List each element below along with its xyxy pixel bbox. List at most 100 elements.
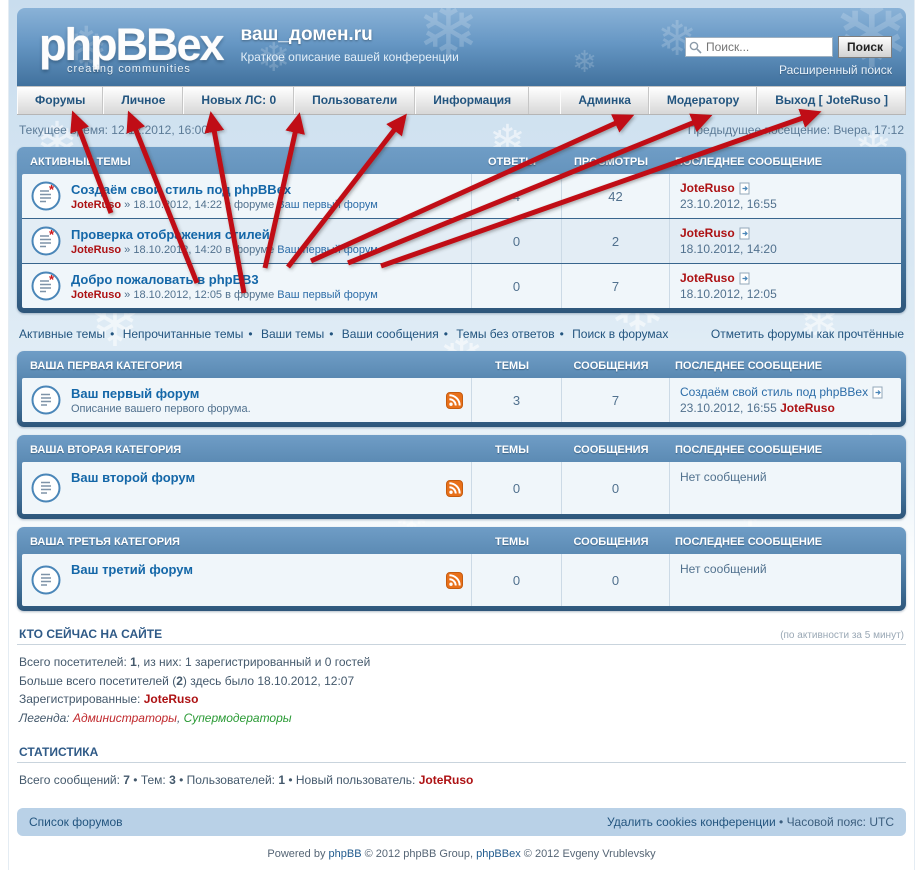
topic-row: * Добро пожаловать в phpBB3 JoteRuso » 1… [22, 263, 901, 308]
lastpost-author-link[interactable]: JoteRuso [680, 226, 735, 240]
topic-title-link[interactable]: Добро пожаловать в phpBB3 [71, 271, 259, 287]
separator: • [775, 814, 787, 829]
col-lastpost: ПОСЛЕДНЕЕ СООБЩЕНИЕ [675, 156, 823, 168]
lastpost-author-link[interactable]: JoteRuso [780, 401, 835, 415]
forum-topics-count: 0 [471, 462, 561, 514]
separator: • [110, 327, 115, 341]
forum-row: Ваш третий форум 0 0 Нет сообщений [22, 554, 901, 606]
col-posts: СООБЩЕНИЯ [573, 360, 649, 372]
col-posts: СООБЩЕНИЯ [573, 536, 649, 548]
separator: • [559, 327, 564, 341]
rss-icon[interactable] [446, 391, 463, 409]
svg-text:*: * [49, 182, 55, 197]
nav-new-pm[interactable]: Новых ЛС: 0 [183, 87, 295, 114]
nav-logout[interactable]: Выход [ JoteRuso ] [757, 87, 906, 114]
quick-links-row: Активные темы • Непрочитанные темы • Ваши … [17, 321, 906, 351]
lastpost-date: 23.10.2012, 16:55 [680, 401, 781, 415]
rss-icon[interactable] [446, 571, 463, 589]
site-title: ваш_домен.ru [240, 24, 373, 45]
logo-tagline: creating communities [67, 63, 191, 75]
forum-name-link[interactable]: Ваш второй форум [71, 470, 196, 485]
last-visit: Предыдущее посещение: Вчера, 17:12 [687, 123, 904, 137]
copyright-line: Powered by phpBB © 2012 phpBB Group, php… [267, 847, 656, 860]
phpbbex-link[interactable]: phpBBex [476, 847, 521, 860]
lastpost-date: 18.10.2012, 12:05 [680, 287, 777, 301]
lastpost-author-link[interactable]: JoteRuso [680, 271, 735, 285]
col-topics: ТЕМЫ [495, 360, 529, 372]
separator: • [248, 327, 253, 341]
col-replies: ОТВЕТЫ [487, 156, 537, 168]
separator: • [329, 327, 334, 341]
nav-members[interactable]: Пользователи [294, 87, 416, 114]
topic-title-link[interactable]: Проверка отображения стилей [71, 226, 270, 242]
online-user-link[interactable]: JoteRuso [143, 692, 199, 707]
search-button[interactable]: Поиск [837, 36, 892, 58]
svg-text:*: * [49, 227, 55, 242]
snowflake-icon: ❄ [572, 46, 598, 79]
board-index-link[interactable]: Список форумов [29, 814, 123, 829]
nav-acp[interactable]: Админка [560, 87, 649, 114]
last-post-icon[interactable] [739, 182, 751, 195]
record-line: Больше всего посетителей (2) здесь было … [19, 673, 355, 688]
legend-admins-link[interactable]: Администраторы [72, 710, 177, 725]
legend-line: Легенда: Администраторы, Супермодераторы [19, 710, 292, 725]
topic-replies: 4 [471, 174, 561, 218]
col-views: ПРОСМОТРЫ [574, 156, 648, 168]
topic-forum-link[interactable]: Ваш первый форум [277, 288, 378, 301]
col-topics: ТЕМЫ [495, 536, 529, 548]
topic-title-link[interactable]: Создаём свой стиль под phpBBex [71, 181, 292, 197]
forum-icon [30, 384, 62, 416]
link-your-posts[interactable]: Ваши сообщения [341, 327, 439, 341]
topic-replies: 0 [471, 219, 561, 263]
link-unread-topics[interactable]: Непрочитанные темы [122, 327, 244, 341]
nav-forums[interactable]: Форумы [17, 87, 104, 114]
topic-forum-link[interactable]: Ваш первый форум [277, 243, 378, 256]
rss-icon[interactable] [446, 479, 463, 497]
forum-name-link[interactable]: Ваш первый форум [71, 385, 200, 401]
main-navbar: Форумы Личное Новых ЛС: 0 Пользователи И… [17, 86, 906, 115]
footer-bar: Список форумов Удалить cookies конференц… [17, 807, 906, 836]
category-table: ВАША ТРЕТЬЯ КАТЕГОРИЯ ТЕМЫ СООБЩЕНИЯ ПОС… [17, 527, 906, 611]
col-lastpost: ПОСЛЕДНЕЕ СООБЩЕНИЕ [675, 536, 823, 548]
topic-icon: * [30, 180, 62, 212]
last-post-icon[interactable] [872, 386, 884, 399]
category-title: ВАША ТРЕТЬЯ КАТЕГОРИЯ [30, 536, 180, 548]
lastpost-title-link[interactable]: Создаём свой стиль под phpBBex [680, 385, 869, 399]
nav-information[interactable]: Информация [415, 87, 530, 114]
forum-name-link[interactable]: Ваш третий форум [71, 562, 193, 577]
last-post-icon[interactable] [739, 227, 751, 240]
site-logo[interactable]: phpBBex creating communities [17, 19, 225, 75]
forum-description: Описание вашего первого форума. [71, 402, 251, 415]
no-posts-label: Нет сообщений [680, 470, 767, 484]
timezone-label: Часовой пояс: UTC [786, 814, 894, 829]
category-title: ВАША ПЕРВАЯ КАТЕГОРИЯ [30, 360, 183, 372]
topic-author-link[interactable]: JoteRuso [71, 243, 122, 256]
link-active-topics[interactable]: Активные темы [19, 327, 106, 341]
category-table: ВАША ПЕРВАЯ КАТЕГОРИЯ ТЕМЫ СООБЩЕНИЯ ПОС… [17, 351, 906, 427]
legend-supermods-link[interactable]: Супермодераторы [183, 710, 292, 725]
advanced-search-link[interactable]: Расширенный поиск [779, 63, 892, 77]
last-post-icon[interactable] [739, 272, 751, 285]
statistics-line: Всего сообщений: 7 • Тем: 3 • Пользовате… [19, 773, 474, 788]
forum-icon [30, 564, 62, 596]
statistics-section: СТАТИСТИКА [17, 741, 906, 764]
link-unanswered[interactable]: Темы без ответов [456, 327, 555, 341]
topic-author-link[interactable]: JoteRuso [71, 288, 122, 301]
lastpost-author-link[interactable]: JoteRuso [680, 181, 735, 195]
topic-author-link[interactable]: JoteRuso [71, 198, 122, 211]
nav-mcp[interactable]: Модератору [648, 87, 758, 114]
delete-cookies-link[interactable]: Удалить cookies конференции [607, 814, 776, 829]
link-your-topics[interactable]: Ваши темы [260, 327, 325, 341]
forum-posts-count: 0 [561, 462, 669, 514]
topic-row: * Создаём свой стиль под phpBBex JoteRus… [22, 174, 901, 218]
no-posts-label: Нет сообщений [680, 562, 767, 576]
mark-forums-read-link[interactable]: Отметить форумы как прочтённые [710, 327, 904, 341]
newest-user-link[interactable]: JoteRuso [418, 773, 474, 788]
topic-forum-link[interactable]: Ваш первый форум [277, 198, 378, 211]
statistics-title: СТАТИСТИКА [19, 745, 99, 760]
search-input[interactable] [684, 37, 833, 57]
link-search-forums[interactable]: Поиск в форумах [572, 327, 669, 341]
nav-ucp[interactable]: Личное [103, 87, 184, 114]
phpbb-link[interactable]: phpBB [328, 847, 362, 860]
site-description: Краткое описание вашей конференции [240, 50, 459, 64]
